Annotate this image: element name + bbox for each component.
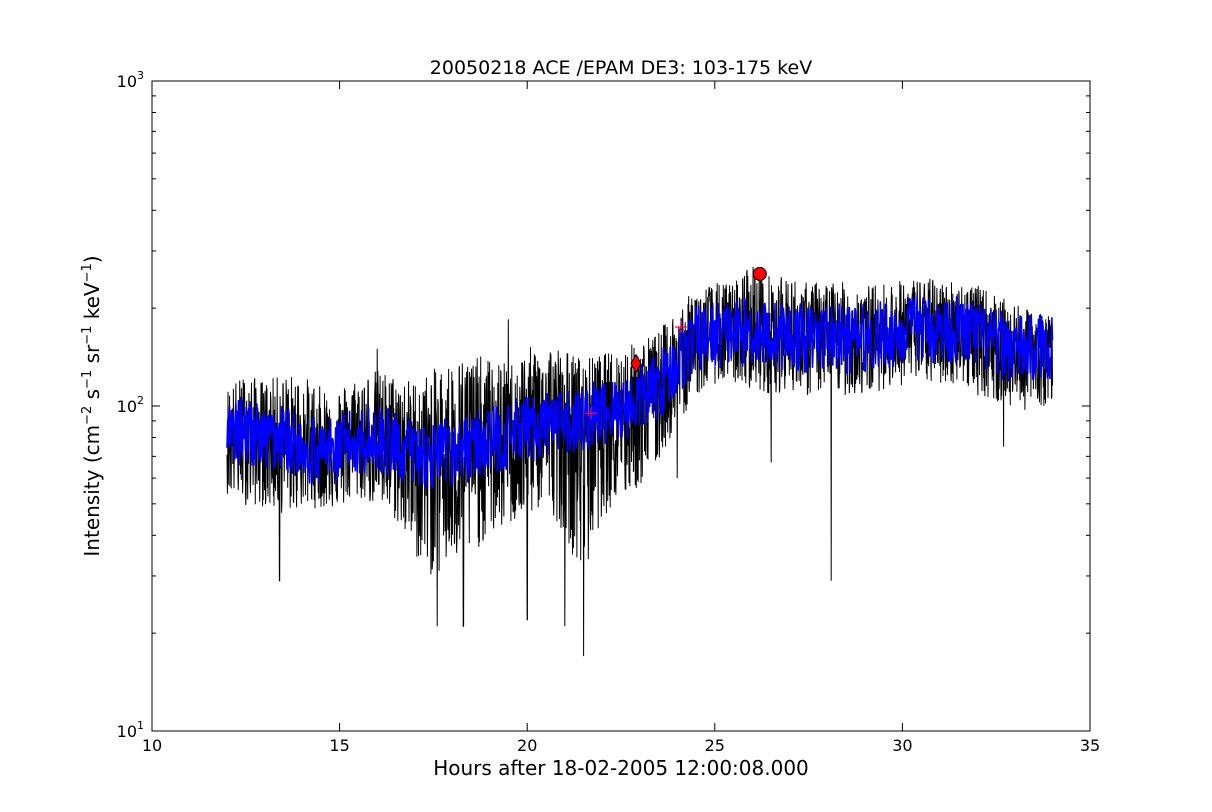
x-tick-label: 10 <box>142 736 162 755</box>
plot-area <box>226 266 1054 657</box>
y-tick-label: 103 <box>117 69 144 91</box>
marker-diamond-1 <box>630 353 642 374</box>
x-tick-label: 20 <box>517 736 537 755</box>
axis-ticks: 10 15 20 25 30 35 101 102 103 <box>117 69 1101 755</box>
x-tick-label: 25 <box>705 736 725 755</box>
x-axis-label: Hours after 18-02-2005 12:00:08.000 <box>433 756 809 780</box>
marker-plus-2 <box>675 321 688 334</box>
marker-circle-0 <box>752 266 767 281</box>
y-axis-label: Intensity (cm−2 s−1 sr−1 keV−1) <box>80 255 104 556</box>
marker-plus-3 <box>584 407 597 420</box>
x-tick-label: 15 <box>329 736 349 755</box>
y-tick-label: 101 <box>117 719 144 741</box>
y-tick-label: 102 <box>117 394 144 416</box>
x-tick-label: 30 <box>892 736 912 755</box>
x-tick-label: 35 <box>1080 736 1100 755</box>
series-smoothed-line <box>226 294 1054 490</box>
chart-title: 20050218 ACE /EPAM DE3: 103-175 keV <box>430 57 812 79</box>
